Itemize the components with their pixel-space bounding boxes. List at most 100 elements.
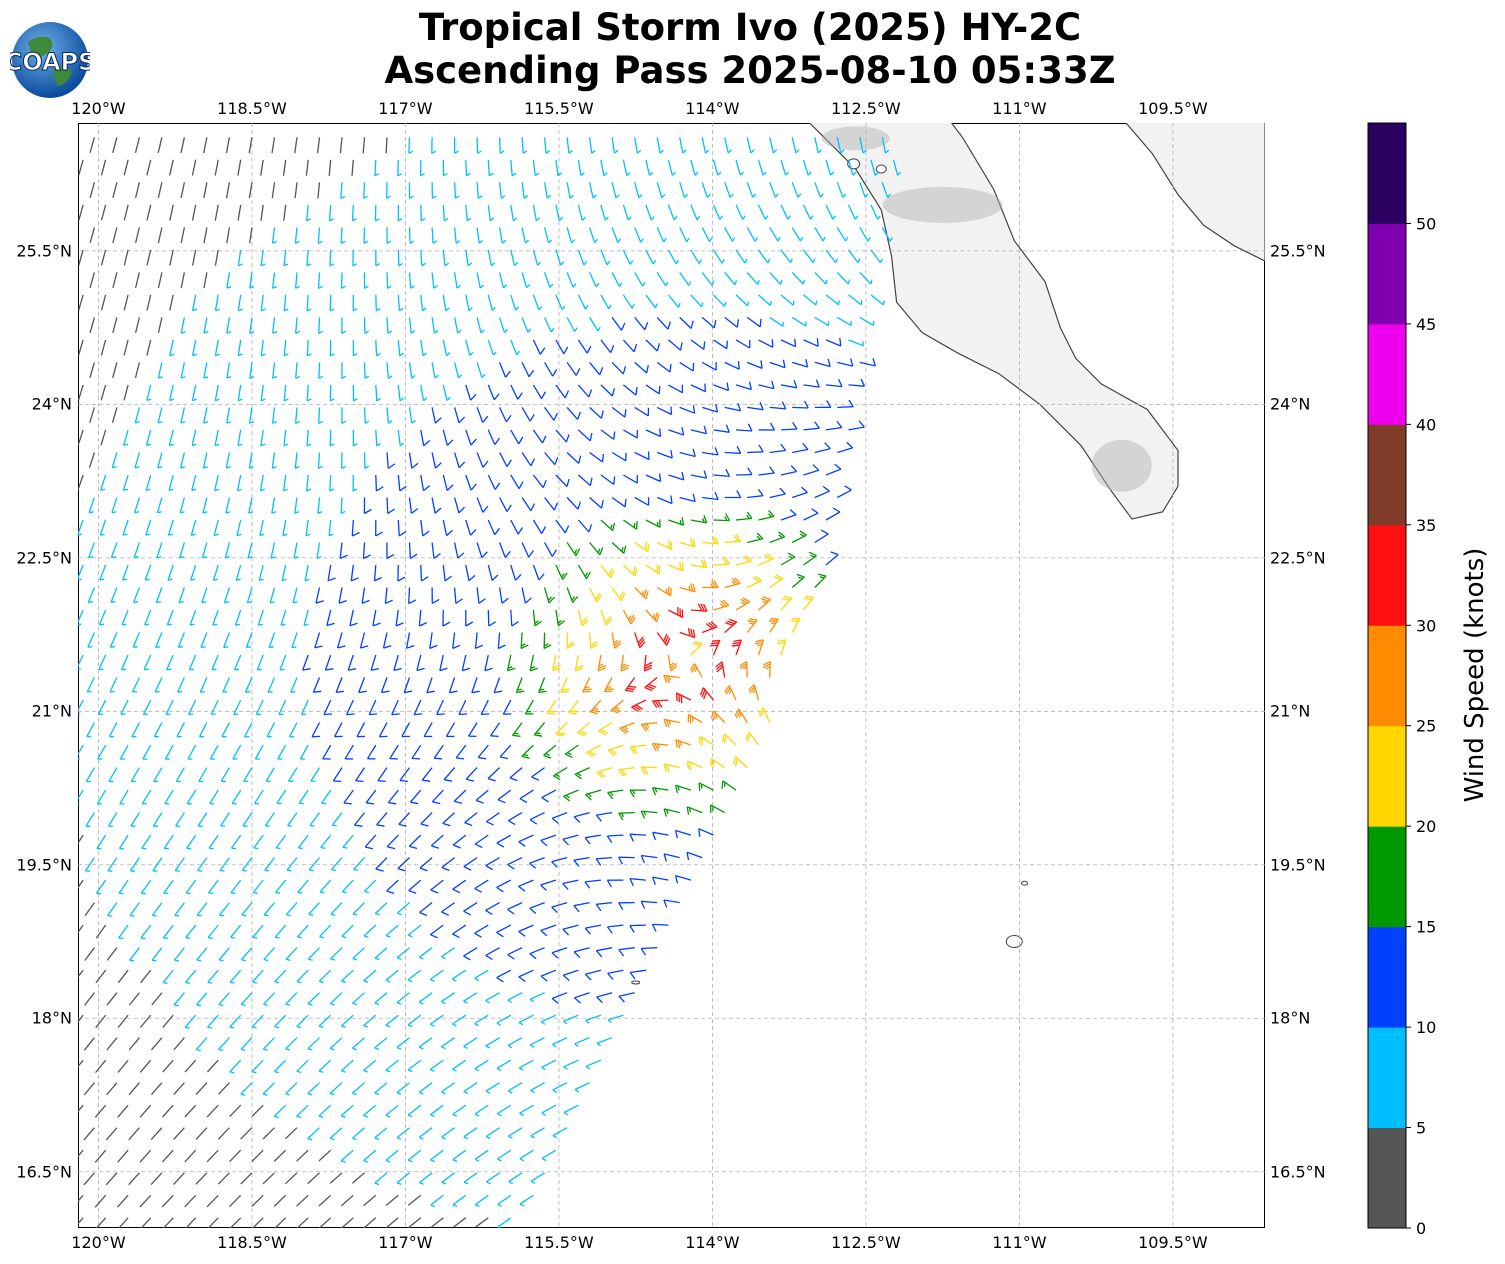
wind-barb [418,1082,433,1095]
wind-barb [507,902,523,915]
wind-barb [299,744,309,760]
wind-barb [407,1149,422,1163]
wind-barb [244,722,253,738]
wind-barb [574,1037,590,1048]
wind-barb [507,1082,523,1094]
wind-barb [78,789,84,805]
wind-barb [186,834,197,850]
map-frame [78,123,1265,1228]
wind-barb [573,947,590,958]
colorbar-tick-label: 45 [1416,315,1436,334]
wind-barb [463,1037,478,1049]
wind-barb [413,699,423,716]
wind-barb [452,969,467,982]
wind-barb [229,969,242,984]
colorbar-segment [1368,926,1406,1028]
wind-barb [629,789,646,798]
wind-barb [385,1059,399,1073]
wind-barb [195,1037,208,1052]
wind-barb [552,1037,568,1048]
wind-barb [487,767,501,782]
wind-barb [78,1217,84,1225]
wind-barb [521,744,534,760]
wind-barb [84,857,95,872]
wind-barb [368,699,378,716]
wind-barb [184,1104,197,1118]
wind-barb [551,901,568,914]
wind-barb [240,992,253,1007]
wind-barb [218,1082,230,1095]
colorbar-tick-label: 30 [1416,616,1436,635]
wind-barb [207,1014,219,1029]
wind-barb [218,902,230,917]
wind-barb [312,677,322,693]
wind-barb [363,1149,377,1163]
wind-barb [675,784,692,794]
wind-barb [94,1194,107,1208]
wind-barb [318,1194,332,1207]
wind-barb [552,1082,568,1093]
wind-barb [552,1127,568,1139]
wind-barb [185,1217,197,1228]
wind-barb [184,1194,197,1208]
wind-barb [229,924,242,939]
wind-barb [351,1037,365,1051]
wind-barb [471,677,480,694]
wind-barb [563,1059,579,1071]
colorbar-tick-label: 10 [1416,1018,1436,1037]
wind-barb [329,1082,343,1096]
wind-barb [429,969,444,982]
wind-barb [584,969,602,981]
wind-barb [107,812,118,827]
coaps-logo-text: COAPS [10,48,90,76]
wind-barb [118,1217,129,1228]
wind-barb [105,1172,118,1186]
wind-barb [218,992,230,1007]
wind-barb [263,992,275,1007]
wind-barb [374,1127,388,1141]
wind-barb [452,1014,467,1027]
wind-barb [418,1037,433,1050]
wind-barb [329,1037,343,1051]
wind-barb [502,699,512,715]
wind-barb [386,879,399,895]
wind-barb [273,1059,287,1074]
wind-barb [518,969,534,983]
wind-barb [251,1104,264,1118]
wind-barb [78,834,84,845]
wind-barb [407,1194,422,1206]
wind-barb [698,828,714,837]
wind-barb [296,1014,309,1029]
wind-barb [78,699,84,715]
wind-barb [640,766,658,775]
wind-barb [496,969,512,983]
wind-barb [220,812,230,827]
wind-barb [206,1194,219,1208]
wind-barb [407,1217,422,1228]
wind-barb [363,969,377,983]
wind-barb [128,1172,140,1186]
wind-barb [396,947,410,961]
wind-barb [307,992,320,1006]
wind-barb [83,1172,95,1186]
wind-barb [463,1127,478,1140]
wind-barb [721,780,737,791]
wind-barb [351,1172,365,1184]
wind-barb [463,1172,478,1185]
wind-barb [274,1217,287,1228]
wind-barb [206,1059,219,1073]
wind-barb [217,1172,230,1185]
wind-barb [474,1149,489,1162]
wind-barb [96,834,107,850]
wind-barb [385,1194,399,1207]
wind-barb [229,1194,242,1208]
wind-barb [84,947,95,961]
wind-barb [255,699,264,716]
wind-barb [585,789,602,801]
wind-barb [142,699,152,716]
wind-barb [118,834,129,850]
wind-barb [538,677,547,694]
wind-barb [618,856,635,865]
